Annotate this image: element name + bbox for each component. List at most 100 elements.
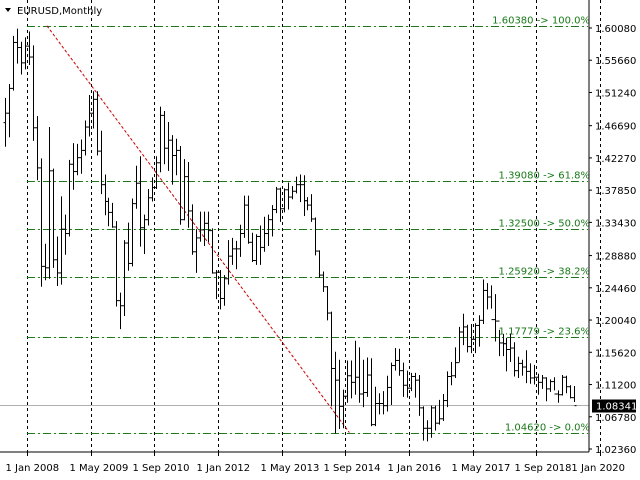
ohlc-bar (278, 187, 283, 222)
ohlc-bar (373, 386, 378, 427)
ohlc-bar (429, 405, 434, 438)
ohlc-bar (365, 357, 370, 397)
ohlc-bar (528, 363, 533, 384)
ohlc-bar (162, 111, 167, 165)
ohlc-bar (71, 143, 76, 190)
price-axis: 1.60080 1.55660 1.51240 1.46690 1.42270 1.378… (589, 24, 636, 456)
ohlc-bar (421, 406, 426, 441)
ohlc-bar (270, 205, 275, 237)
ohlc-bar (31, 45, 36, 141)
ohlc-bar (170, 135, 175, 185)
ohlc-bar (393, 348, 398, 371)
ohlc-bar (59, 196, 64, 285)
ohlc-bar (150, 177, 155, 202)
chevron-down-icon[interactable] (5, 8, 11, 12)
ohlc-bar (489, 285, 494, 321)
ohlc-bar (568, 385, 573, 399)
time-axis: 1 Jan 2008 1 May 2009 1 Sep 2010 1 Jan 2012… (6, 452, 625, 474)
ohlc-bar (298, 174, 303, 203)
ohlc-bar (493, 294, 498, 342)
ohlc-bar (234, 240, 239, 270)
time-tick-label: 1 Sep 2018 (515, 463, 572, 474)
price-tick-label: 1.15620 (595, 348, 636, 359)
ohlc-bar (445, 371, 450, 408)
ohlc-bar (122, 240, 127, 316)
ohlc-bar (294, 176, 299, 194)
fibonacci-levels[interactable]: 1.60380 -> 100.0% 1.39080 -> 61.8% 1.32500… (26, 16, 590, 434)
ohlc-bar (290, 186, 295, 200)
ohlc-bar (174, 138, 179, 176)
ohlc-bar (564, 375, 569, 394)
ohlc-bar (246, 195, 251, 244)
ohlc-bar (305, 197, 310, 211)
ohlc-bar (222, 275, 227, 306)
ohlc-bar (369, 358, 374, 427)
ohlc-bar (226, 240, 231, 285)
ohlc-bar (441, 394, 446, 421)
ohlc-bar (27, 31, 32, 66)
ohlc-bar (485, 283, 490, 310)
ohlc-bar (349, 360, 354, 399)
ohlc-bar (202, 211, 207, 246)
ohlc-bar (114, 221, 119, 307)
ohlc-bar (457, 326, 462, 364)
time-tick-label: 1 Sep 2014 (324, 463, 381, 474)
ohlc-bar (325, 286, 330, 321)
ohlc-bar (154, 156, 159, 190)
ohlc-bar (126, 222, 131, 271)
price-tick-label: 1.24460 (595, 284, 636, 295)
ohlc-bar (433, 405, 438, 431)
ohlc-bar (473, 323, 478, 354)
ohlc-bar (142, 214, 147, 254)
ohlc-bar (214, 270, 219, 300)
ohlc-bar (55, 236, 60, 287)
ohlc-bar (23, 37, 28, 70)
ohlc-bar (118, 292, 123, 330)
time-tick-label: 1 Jan 2012 (197, 463, 251, 474)
ohlc-bar (15, 28, 20, 64)
time-tick-label: 1 May 2013 (261, 463, 320, 474)
ohlc-bar (544, 377, 549, 402)
ohlc-bar (238, 224, 243, 257)
ohlc-bar (282, 188, 287, 213)
time-tick-label: 1 May 2009 (70, 463, 129, 474)
ohlc-bar (321, 271, 326, 292)
ohlc-bar (385, 375, 390, 412)
ohlc-bar (405, 370, 410, 398)
ohlc-bar (258, 225, 263, 265)
ohlc-bar (532, 364, 537, 385)
ohlc-bar (7, 84, 12, 138)
ohlc-bar (190, 204, 195, 255)
ohlc-bar (481, 279, 486, 324)
ohlc-bar (381, 391, 386, 415)
ohlc-bar (425, 420, 430, 442)
ohlc-bar (83, 120, 88, 156)
ohlc-bar (548, 379, 553, 392)
ohlc-bar (337, 359, 342, 430)
fib-level-label: 1.60380 -> 100.0% (492, 16, 590, 27)
ohlc-bar (242, 195, 247, 238)
ohlc-bar (266, 214, 271, 246)
ohlc-bar (512, 342, 517, 377)
ohlc-bar (79, 139, 84, 174)
ohlc-bar (99, 130, 104, 195)
fibonacci-trendline[interactable] (46, 25, 350, 433)
ohlc-bar (19, 41, 24, 75)
ohlc-bar (353, 340, 358, 395)
price-tick-label: 1.51240 (595, 88, 636, 99)
current-price-marker: 1.08341 (592, 399, 637, 413)
price-tick-label: 1.60080 (595, 24, 636, 35)
ohlc-bar (469, 323, 474, 354)
ohlc-bar (134, 165, 139, 209)
ohlc-bar (329, 311, 334, 407)
time-tick-label: 1 Jan 2016 (388, 463, 442, 474)
ohlc-bar (67, 159, 72, 237)
ohlc-bar (333, 351, 338, 434)
ohlc-bar (497, 320, 502, 357)
ohlc-bar (345, 360, 350, 403)
current-price-box (592, 399, 636, 413)
ohlc-bar (262, 216, 267, 252)
ohlc-bar (178, 146, 183, 225)
ohlc-bar (182, 159, 187, 221)
